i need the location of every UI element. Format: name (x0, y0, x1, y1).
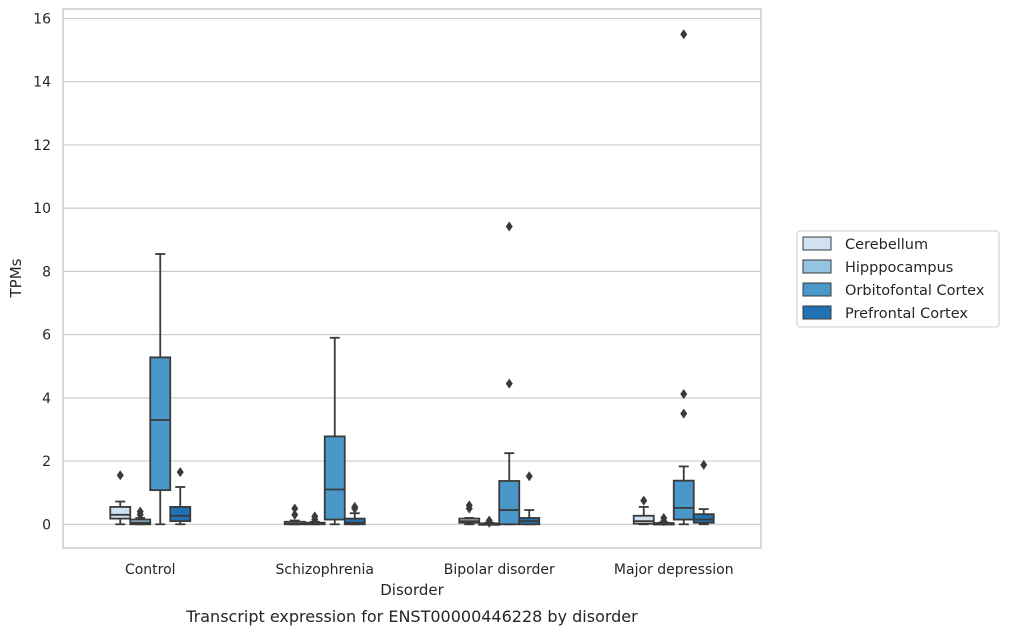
legend-items: Cerebellum Hipppocampus Orbitofontal Corte… (802, 236, 985, 322)
box-group (672, 29, 695, 526)
box-group (283, 503, 306, 526)
outlier-point (485, 515, 493, 526)
box-group (498, 221, 521, 526)
y-tick-label: 0 (42, 517, 51, 533)
x-axis-title: Disorder (380, 581, 444, 599)
legend-frame (796, 230, 1000, 328)
box-iqr (109, 506, 132, 520)
outlier-point (640, 495, 648, 506)
box-group (109, 470, 132, 526)
legend-swatch (802, 305, 832, 320)
y-tick-label: 14 (33, 75, 51, 91)
legend: Cerebellum Hipppocampus Orbitofontal Corte… (796, 230, 1000, 328)
outlier-point (505, 221, 513, 232)
box-iqr (169, 506, 192, 523)
x-tick-labels: Control Schizophrenia Bipolar disorder Majo… (125, 562, 734, 578)
box-group (129, 506, 152, 526)
outlier-point (291, 509, 299, 520)
box-iqr (632, 514, 655, 525)
legend-swatch (802, 282, 832, 297)
outlier-point (311, 511, 319, 522)
x-tick-label: Schizophrenia (276, 562, 374, 578)
box-group (169, 467, 192, 526)
boxes-layer (109, 29, 715, 528)
legend-swatch (802, 259, 832, 274)
outlier-point (465, 500, 473, 511)
outlier-point (525, 471, 533, 482)
outlier-point (505, 378, 513, 389)
box-group (458, 500, 481, 526)
outlier-point (680, 29, 688, 40)
legend-label: Hipppocampus (845, 260, 953, 276)
box-iqr (323, 435, 346, 521)
chart-caption: Transcript expression for ENST0000044622… (185, 607, 638, 626)
box-group (518, 471, 541, 526)
outlier-point (116, 470, 124, 481)
legend-label: Cerebellum (845, 237, 928, 253)
y-tick-labels: 0 2 4 6 8 10 12 14 16 (33, 11, 51, 533)
box-group (343, 501, 366, 526)
box-group (652, 512, 675, 527)
outlier-point (680, 389, 688, 400)
y-tick-label: 10 (33, 201, 51, 217)
box-group (692, 459, 715, 526)
box-iqr (149, 356, 172, 492)
box-iqr (672, 479, 695, 521)
box-group (149, 253, 172, 526)
box-iqr (692, 513, 715, 524)
outlier-point (176, 467, 184, 478)
box-group (323, 336, 346, 526)
y-tick-label: 6 (42, 328, 51, 344)
legend-label: Orbitofontal Cortex (845, 283, 985, 299)
y-tick-label: 12 (33, 138, 51, 154)
outlier-point (660, 512, 668, 523)
box-group (632, 495, 655, 526)
y-axis-title: TPMs (7, 258, 25, 298)
y-tick-label: 16 (33, 11, 51, 27)
x-tick-label: Bipolar disorder (444, 562, 555, 578)
plot-frame (62, 8, 762, 549)
box-group (303, 511, 326, 526)
legend-swatch (802, 236, 832, 251)
y-tick-label: 4 (42, 391, 51, 407)
outlier-point (700, 459, 708, 470)
outlier-point (351, 501, 359, 512)
legend-label: Prefrontal Cortex (845, 306, 968, 322)
outlier-point (136, 506, 144, 517)
y-tick-label: 2 (42, 454, 51, 470)
outlier-point (680, 408, 688, 419)
x-tick-label: Control (125, 562, 176, 578)
outlier-point (291, 503, 299, 514)
box-iqr (498, 480, 521, 526)
y-tick-label: 8 (42, 264, 51, 280)
plot-background (63, 9, 761, 548)
x-tick-label: Major depression (614, 562, 734, 578)
box-iqr (343, 517, 366, 526)
